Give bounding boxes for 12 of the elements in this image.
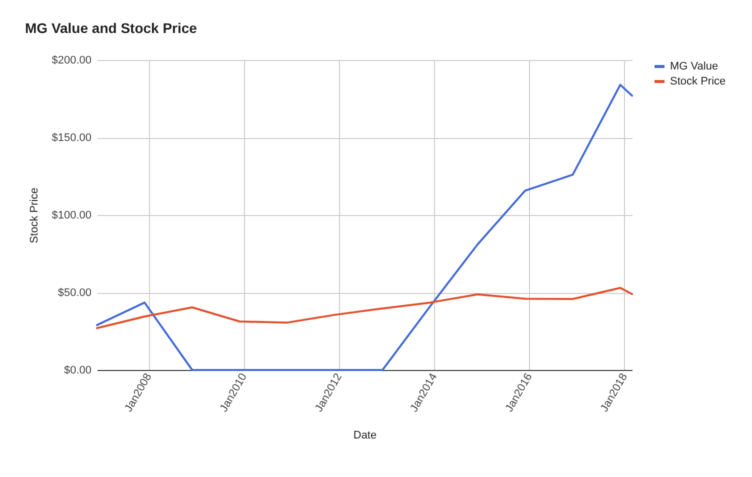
y-tick-label: $0.00	[64, 364, 92, 376]
y-tick-label: $100.00	[52, 210, 92, 222]
x-axis-title: Date	[353, 430, 377, 442]
line-series	[96, 84, 633, 371]
chart-title: MG Value and Stock Price	[25, 20, 198, 36]
legend-label: MG Value	[670, 60, 718, 72]
y-tick-label: $150.00	[52, 132, 92, 144]
y-tick-label: $50.00	[58, 287, 92, 299]
line-series	[96, 286, 633, 330]
y-tick-label: $200.00	[52, 54, 92, 66]
y-axis-title: Stock Price	[28, 188, 41, 244]
legend-label: Stock Price	[670, 76, 726, 88]
